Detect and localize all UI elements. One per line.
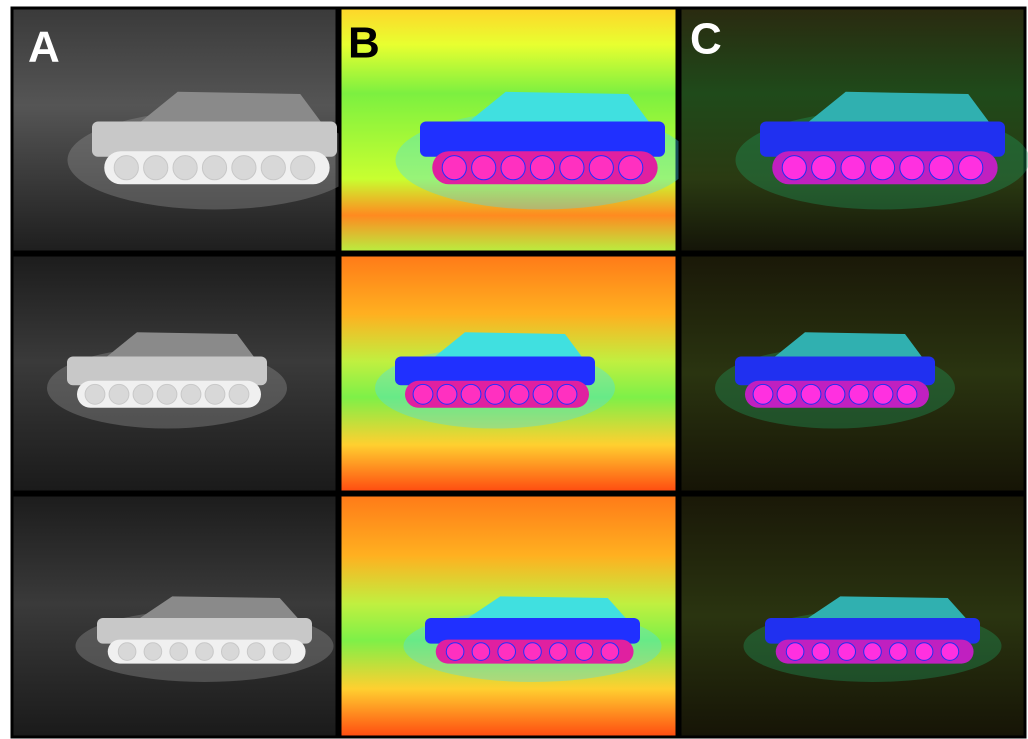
tank-wheel: [273, 643, 291, 661]
tank-wheel: [247, 643, 265, 661]
tank-wheel: [118, 643, 136, 661]
tank-wheel: [498, 643, 516, 661]
tank-wheel: [575, 643, 593, 661]
tank-wheel: [786, 643, 804, 661]
tank-wheel: [202, 156, 226, 180]
tank-wheel: [133, 384, 153, 404]
tank-wheel: [472, 643, 490, 661]
tank-wheel: [446, 643, 464, 661]
tank-wheel: [825, 384, 845, 404]
tank-wheel: [777, 384, 797, 404]
tank-wheel: [801, 384, 821, 404]
panel-label: A: [28, 23, 60, 72]
tank-wheel: [601, 643, 619, 661]
panel-label: B: [348, 19, 380, 68]
tank-wheel: [114, 156, 138, 180]
panel-label: C: [690, 15, 722, 64]
tank-wheel: [229, 384, 249, 404]
tank-wheel: [870, 156, 894, 180]
tank-wheel: [524, 643, 542, 661]
image-panel: [680, 255, 1025, 492]
tank-wheel: [509, 384, 529, 404]
tank-wheel: [900, 156, 924, 180]
image-panel: [680, 495, 1025, 737]
figure: A B C: [0, 0, 1028, 739]
tank-wheel: [849, 384, 869, 404]
tank-wheel: [959, 156, 983, 180]
tank-wheel: [413, 384, 433, 404]
tank-wheel: [589, 156, 613, 180]
tank-wheel: [557, 384, 577, 404]
tank-wheel: [109, 384, 129, 404]
tank-wheel: [619, 156, 643, 180]
tank-wheel: [812, 156, 836, 180]
image-panel: [340, 8, 690, 252]
tank-wheel: [838, 643, 856, 661]
tank-wheel: [173, 156, 197, 180]
tank-wheel: [261, 156, 285, 180]
tank-wheel: [181, 384, 201, 404]
tank-wheel: [897, 384, 917, 404]
tank-wheel: [205, 384, 225, 404]
tank-wheel: [915, 643, 933, 661]
tank-wheel: [841, 156, 865, 180]
tank-wheel: [85, 384, 105, 404]
tank-wheel: [864, 643, 882, 661]
image-panel: [340, 255, 677, 492]
tank-wheel: [232, 156, 256, 180]
tank-wheel: [485, 384, 505, 404]
tank-wheel: [782, 156, 806, 180]
tank-wheel: [222, 643, 240, 661]
tank-wheel: [291, 156, 315, 180]
tank-wheel: [437, 384, 457, 404]
image-panel: [12, 8, 362, 252]
tank-wheel: [442, 156, 466, 180]
tank-wheel: [753, 384, 773, 404]
tank-wheel: [157, 384, 177, 404]
tank-wheel: [941, 643, 959, 661]
tank-wheel: [812, 643, 830, 661]
tank-wheel: [550, 643, 568, 661]
tank-wheel: [170, 643, 188, 661]
tank-wheel: [873, 384, 893, 404]
tank-wheel: [144, 643, 162, 661]
tank-wheel: [501, 156, 525, 180]
tank-wheel: [461, 384, 481, 404]
image-panel: [12, 255, 337, 492]
tank-wheel: [929, 156, 953, 180]
image-panel: [680, 8, 1028, 252]
tank-wheel: [560, 156, 584, 180]
tank-wheel: [890, 643, 908, 661]
tank-wheel: [533, 384, 553, 404]
tank-wheel: [472, 156, 496, 180]
image-panel: [12, 495, 337, 737]
tank-wheel: [196, 643, 214, 661]
tank-wheel: [144, 156, 168, 180]
image-panel: [340, 495, 677, 737]
tank-wheel: [530, 156, 554, 180]
